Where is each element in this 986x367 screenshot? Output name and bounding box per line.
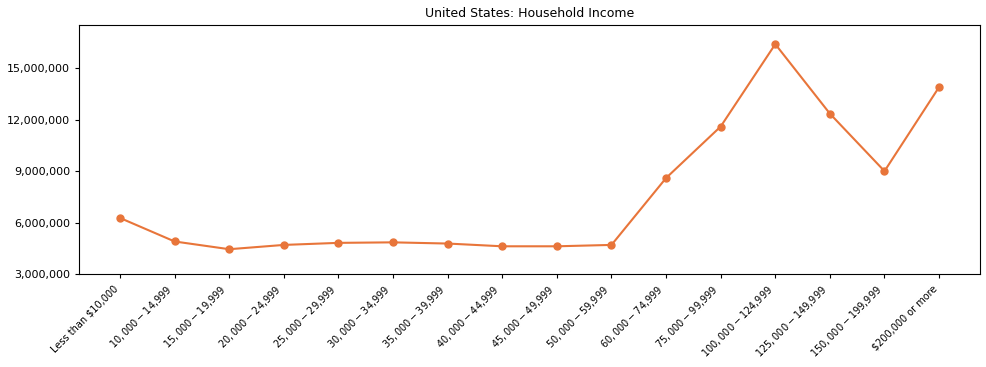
Title: United States: Household Income: United States: Household Income bbox=[425, 7, 634, 20]
